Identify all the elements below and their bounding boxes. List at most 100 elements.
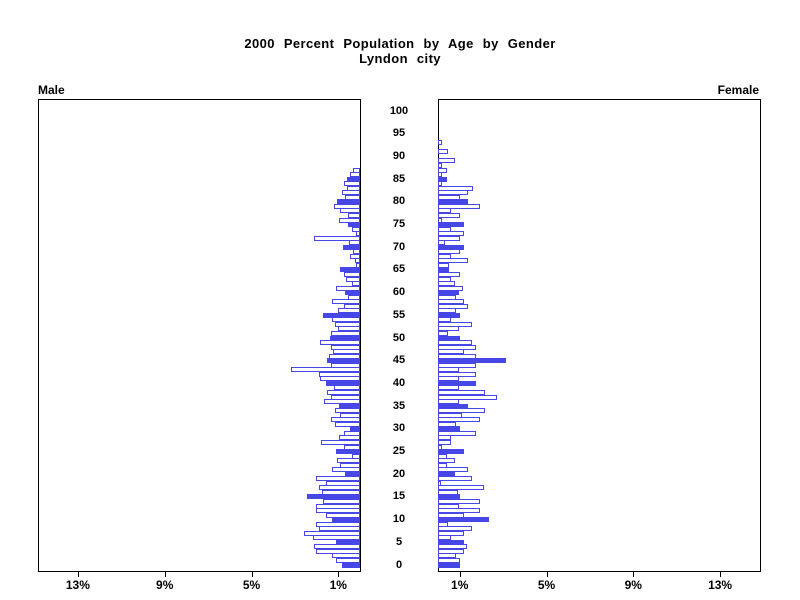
male-bar-age-27 <box>321 439 360 445</box>
male-bar-age-61 <box>336 285 360 291</box>
female-bar-age-91 <box>438 149 448 155</box>
female-bar-age-0 <box>438 562 460 568</box>
chart-subtitle: Lyndon city <box>359 51 441 66</box>
male-axis-tick-9 <box>164 571 166 577</box>
male-bar-age-11 <box>326 512 360 518</box>
female-bar-age-12 <box>438 508 480 513</box>
male-bar-age-84 <box>344 181 360 187</box>
female-bar-age-45 <box>438 358 506 364</box>
male-axis-tick-label-13: 13% <box>65 578 90 592</box>
age-axis-label-45: 45 <box>392 354 406 367</box>
female-bar-age-43 <box>438 367 459 373</box>
male-bar-age-39 <box>334 385 360 391</box>
female-axis-tick-13 <box>720 571 722 577</box>
female-bar-age-18 <box>438 480 441 486</box>
male-bar-age-60 <box>345 290 360 296</box>
age-axis-label-15: 15 <box>392 490 406 503</box>
female-bar-age-59 <box>438 294 456 300</box>
age-axis-label-5: 5 <box>395 535 403 548</box>
female-bar-age-17 <box>438 485 484 491</box>
female-bar-age-60 <box>438 290 459 296</box>
female-bar-age-70 <box>438 244 464 250</box>
age-axis-label-50: 50 <box>392 331 406 344</box>
male-bar-age-66 <box>356 262 360 268</box>
age-axis-label-95: 95 <box>392 127 406 140</box>
female-bar-age-46 <box>438 353 476 359</box>
female-bar-age-44 <box>438 362 476 368</box>
female-bar-age-54 <box>438 317 451 323</box>
female-bar-age-6 <box>438 535 451 541</box>
male-bar-age-2 <box>332 553 360 559</box>
male-axis-tick-13 <box>77 571 79 577</box>
female-bar-age-71 <box>438 240 445 246</box>
male-bar-age-36 <box>324 399 360 405</box>
female-bar-age-16 <box>438 489 458 495</box>
male-bar-age-59 <box>348 294 360 300</box>
female-bar-age-84 <box>438 181 442 187</box>
male-bar-age-56 <box>338 308 360 314</box>
male-bar-age-85 <box>347 176 360 182</box>
male-bar-age-20 <box>345 471 360 477</box>
female-bar-age-48 <box>438 344 476 350</box>
female-bar-age-22 <box>438 462 447 468</box>
female-bar-age-77 <box>438 212 460 218</box>
male-bar-age-64 <box>344 271 360 277</box>
male-bar-age-86 <box>350 172 360 178</box>
female-bar-age-56 <box>438 308 456 314</box>
male-bar-age-41 <box>320 376 360 382</box>
age-axis-label-80: 80 <box>392 195 406 208</box>
male-bar-age-45 <box>327 358 360 364</box>
female-bar-age-93 <box>438 140 442 146</box>
male-bar-age-14 <box>323 498 360 504</box>
age-axis-label-10: 10 <box>392 513 406 526</box>
female-bar-age-63 <box>438 276 451 282</box>
female-axis-tick-1 <box>459 571 461 577</box>
male-bar-age-3 <box>316 548 360 554</box>
male-bar-age-24 <box>352 453 360 459</box>
female-bar-age-73 <box>438 231 464 237</box>
female-bar-age-86 <box>438 172 442 178</box>
female-bar-age-9 <box>438 521 448 527</box>
female-bar-age-53 <box>438 321 472 327</box>
female-bar-age-64 <box>438 271 460 277</box>
male-bar-age-8 <box>319 526 360 532</box>
female-bar-age-81 <box>438 194 460 200</box>
female-bar-age-26 <box>438 444 442 450</box>
female-bar-age-58 <box>438 299 464 305</box>
male-bar-age-70 <box>343 244 360 250</box>
female-bar-age-32 <box>438 417 480 423</box>
male-bar-age-74 <box>352 226 360 232</box>
male-bar-age-58 <box>332 299 360 305</box>
male-bar-age-32 <box>331 417 360 423</box>
male-bar-age-10 <box>332 517 360 523</box>
male-axis-tick-5 <box>251 571 253 577</box>
female-bar-age-3 <box>438 548 464 554</box>
female-bar-age-24 <box>438 453 447 459</box>
female-bar-age-23 <box>438 458 455 464</box>
female-bar-age-1 <box>438 558 460 563</box>
female-bar-age-21 <box>438 467 468 473</box>
male-bar-age-12 <box>316 508 360 513</box>
male-bar-age-9 <box>316 521 360 527</box>
male-bar-age-19 <box>316 476 360 482</box>
male-bar-age-34 <box>335 408 360 414</box>
male-bar-age-51 <box>331 331 360 336</box>
age-axis-label-35: 35 <box>392 399 406 412</box>
female-axis-tick-9 <box>633 571 635 577</box>
female-bar-age-2 <box>438 553 456 559</box>
male-bar-age-17 <box>319 485 360 491</box>
female-bar-age-29 <box>438 430 476 436</box>
chart-title: 2000 Percent Population by Age by Gender <box>244 36 556 51</box>
male-bar-age-50 <box>330 335 360 341</box>
female-bar-age-34 <box>438 408 485 414</box>
age-axis-label-100: 100 <box>389 104 409 117</box>
male-bar-age-67 <box>355 258 360 264</box>
male-bar-age-57 <box>344 303 360 309</box>
male-bar-age-43 <box>291 367 360 373</box>
age-axis-label-85: 85 <box>392 172 406 185</box>
male-bar-age-69 <box>353 249 360 255</box>
male-bar-age-54 <box>332 317 360 323</box>
male-bar-age-33 <box>340 412 360 418</box>
female-bar-age-4 <box>438 544 467 550</box>
